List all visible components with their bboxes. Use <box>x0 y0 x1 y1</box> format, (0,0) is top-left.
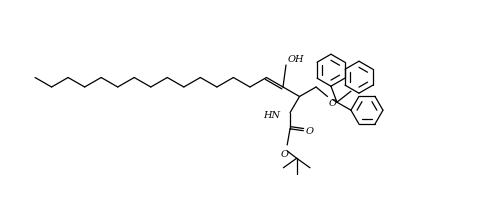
Text: O: O <box>329 98 337 107</box>
Text: O: O <box>280 149 288 158</box>
Text: HN: HN <box>263 111 280 120</box>
Text: O: O <box>305 127 313 136</box>
Text: OH: OH <box>288 55 305 64</box>
